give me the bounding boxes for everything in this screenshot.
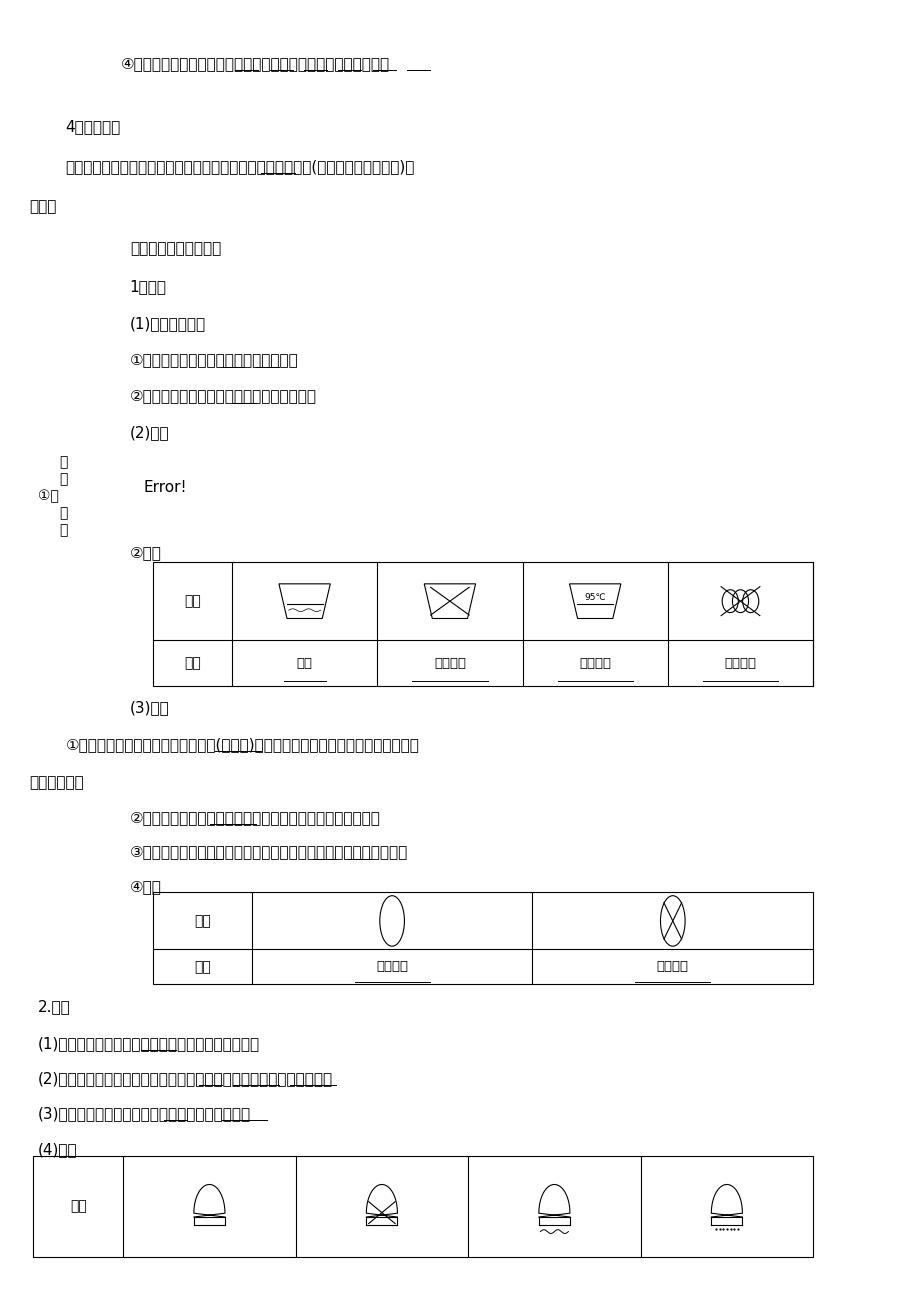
Text: ②丝、毛织物适于用中性的合成洗涤剂洗涤。: ②丝、毛织物适于用中性的合成洗涤剂洗涤。 (130, 388, 316, 404)
Text: 不可水洗: 不可水洗 (434, 656, 465, 669)
Text: 含义: 含义 (194, 960, 210, 974)
Text: (1)洗涤剂的选择: (1)洗涤剂的选择 (130, 315, 206, 331)
Text: (3)干洗: (3)干洗 (130, 700, 169, 715)
Text: 含义: 含义 (184, 656, 200, 671)
Text: (2)影响熴燙效果的因素：从主到次依次为温度、熴燙时间、定型介质。: (2)影响熴燙效果的因素：从主到次依次为温度、熴燙时间、定型介质。 (38, 1072, 333, 1086)
Text: 不可干洗: 不可干洗 (656, 961, 688, 974)
Text: 水洗: 水洗 (296, 656, 312, 669)
Text: 二、服装的洗涤、熴燙: 二、服装的洗涤、熴燙 (130, 241, 221, 256)
Text: ①定义：将要洗的衣物洸在有机溶剂(干洗剂)中，并在类似于家用洗衣机的设备内搔动: ①定义：将要洗的衣物洸在有机溶剂(干洗剂)中，并在类似于家用洗衣机的设备内搔动 (65, 737, 419, 751)
Text: ③优点：干洗剂营发快，经干洗的衣服不会变形、退色和失去光泽。: ③优点：干洗剂营发快，经干洗的衣服不会变形、退色和失去光泽。 (130, 845, 408, 859)
Bar (153, 562, 812, 686)
Text: 洗涤的方法。: 洗涤的方法。 (28, 775, 84, 790)
Text: 有机化合物分子之间相互反应生成高聚物，同时还生成小分子(如水分子、氨分子等)的: 有机化合物分子之间相互反应生成高聚物，同时还生成小分子(如水分子、氨分子等)的 (65, 159, 414, 174)
Bar (33, 1156, 812, 1256)
Text: 最高水温: 最高水温 (579, 656, 610, 669)
Text: ④标志: ④标志 (130, 880, 162, 894)
Text: Error!: Error! (143, 480, 187, 495)
Text: 衣: 衣 (59, 456, 67, 470)
Text: 反应。: 反应。 (28, 199, 56, 214)
Text: 95℃: 95℃ (584, 592, 606, 602)
Text: 常规干洗: 常规干洗 (376, 961, 408, 974)
Text: 2.熴燙: 2.熴燙 (38, 999, 71, 1014)
Text: ④合成纤维中的六大纶：锦纶、涉纶、氯纶、丙纶、维纶和腻纶。: ④合成纤维中的六大纶：锦纶、涉纶、氯纶、丙纶、维纶和腻纶。 (120, 56, 390, 72)
Text: 标志: 标志 (184, 594, 200, 608)
Text: 标志: 标志 (194, 914, 210, 928)
Text: 1．洗涤: 1．洗涤 (130, 279, 166, 294)
Text: ①的: ①的 (38, 490, 59, 504)
Text: ②原理：根据相似相溶原理，用有机溶剂溢解除去有机污渍。: ②原理：根据相似相溶原理，用有机溶剂溢解除去有机污渍。 (130, 810, 380, 824)
Text: 标志: 标志 (70, 1199, 86, 1213)
Text: ①棉衣料适于用中性、碱性洗涤剂洗涤。: ①棉衣料适于用中性、碱性洗涤剂洗涤。 (130, 353, 299, 367)
Text: ②标志: ②标志 (130, 546, 162, 560)
Text: 小: 小 (59, 523, 67, 538)
Text: (4)标志: (4)标志 (38, 1142, 77, 1157)
Text: 不可拧干: 不可拧干 (723, 656, 755, 669)
Text: 料: 料 (59, 473, 67, 487)
Text: (3)注意事项：温度不能太高；熴燙后要快速冷却。: (3)注意事项：温度不能太高；熴燙后要快速冷却。 (38, 1105, 251, 1121)
Text: (1)定义：利用材料的热塑性进行热定型处理的方法。: (1)定义：利用材料的热塑性进行热定型处理的方法。 (38, 1036, 260, 1051)
Text: (2)水洗: (2)水洗 (130, 426, 169, 440)
Text: 4．缩聚反应: 4．缩聚反应 (65, 120, 120, 134)
Bar (153, 892, 812, 984)
Text: 缩: 缩 (59, 506, 67, 521)
